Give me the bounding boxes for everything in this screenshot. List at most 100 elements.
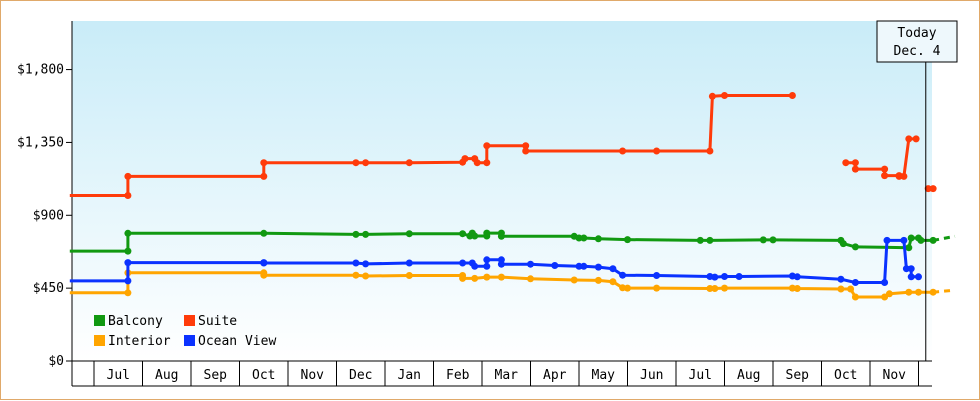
data-point: [352, 159, 360, 167]
data-point: [527, 275, 534, 283]
data-point: [905, 135, 913, 143]
data-point: [483, 256, 491, 264]
data-point: [124, 289, 132, 297]
data-point: [124, 259, 132, 267]
data-point: [497, 232, 505, 240]
data-point: [352, 271, 360, 279]
data-point: [575, 234, 583, 242]
x-tick-label: Jan: [398, 368, 421, 383]
x-tick-label: Mar: [495, 368, 519, 383]
data-point: [912, 135, 920, 143]
data-point: [721, 284, 728, 292]
data-point: [260, 229, 268, 237]
x-tick-label: Sep: [786, 368, 810, 383]
x-tick-label: Nov: [301, 368, 325, 383]
data-point: [362, 159, 370, 167]
data-point: [497, 273, 505, 281]
legend-label-interior: Interior: [108, 334, 171, 349]
data-point: [839, 240, 847, 248]
data-point: [851, 279, 859, 286]
data-point: [497, 260, 505, 268]
data-point: [793, 285, 801, 292]
data-point: [471, 232, 479, 240]
y-tick-label: $900: [33, 208, 64, 223]
data-point: [721, 273, 728, 280]
data-point: [461, 155, 469, 163]
data-point: [594, 276, 602, 284]
data-point: [580, 234, 588, 242]
data-point: [851, 159, 859, 167]
data-point: [653, 284, 661, 292]
data-point: [405, 259, 413, 267]
legend-swatch-ocean-view: [184, 335, 195, 346]
data-point: [362, 260, 370, 268]
data-point: [905, 244, 913, 252]
data-point: [594, 235, 602, 243]
data-point: [915, 288, 922, 296]
data-point: [483, 273, 491, 281]
data-point: [609, 265, 617, 273]
data-point: [580, 262, 588, 270]
legend: Balcony Suite Interior Ocean View: [94, 314, 276, 349]
data-point: [551, 262, 559, 269]
data-point: [900, 236, 908, 244]
x-tick-label: May: [592, 368, 616, 383]
data-point: [405, 230, 413, 238]
data-point: [362, 230, 370, 238]
x-tick-label: Oct: [834, 368, 857, 383]
interior-projection-line: [932, 288, 956, 294]
data-point: [522, 147, 530, 155]
data-point: [924, 185, 932, 193]
data-point: [619, 271, 627, 279]
data-point: [527, 260, 534, 268]
y-tick-label: $1,350: [17, 135, 64, 150]
data-point: [260, 159, 268, 167]
x-tick-label: Nov: [883, 368, 907, 383]
data-point: [619, 147, 627, 155]
x-tick-label: Sep: [204, 368, 228, 383]
y-tick-label: $450: [33, 281, 64, 296]
data-point: [124, 277, 132, 285]
y-tick-label: $0: [48, 354, 64, 369]
data-point: [594, 263, 602, 271]
data-point: [570, 276, 578, 284]
data-point: [837, 285, 845, 293]
legend-swatch-interior: [94, 335, 105, 346]
data-point: [851, 165, 859, 173]
data-point: [907, 273, 915, 281]
x-tick-label: Apr: [543, 368, 567, 383]
data-point: [624, 284, 631, 292]
plot-background: [72, 21, 932, 361]
data-point: [837, 275, 845, 283]
data-point: [483, 159, 491, 167]
data-point: [609, 278, 617, 286]
data-point: [881, 172, 889, 180]
data-point: [471, 274, 479, 282]
data-point: [405, 159, 413, 167]
data-point: [915, 273, 922, 281]
y-tick-label: $1,800: [17, 63, 64, 78]
data-point: [405, 272, 413, 279]
data-point: [260, 271, 268, 279]
data-point: [483, 262, 491, 270]
data-point: [706, 236, 714, 244]
data-point: [769, 236, 777, 244]
data-point: [124, 172, 132, 180]
data-point: [851, 243, 859, 251]
today-label: Today: [897, 26, 936, 41]
x-tick-label: Aug: [737, 368, 760, 383]
x-tick-label: Jun: [640, 368, 663, 383]
x-tick-label: Feb: [446, 368, 470, 383]
data-point: [917, 236, 925, 244]
data-point: [653, 272, 661, 279]
data-point: [706, 285, 714, 292]
x-tick-label: Jul: [107, 368, 130, 383]
legend-label-balcony: Balcony: [108, 314, 163, 329]
x-tick-label: Jul: [689, 368, 712, 383]
data-point: [907, 265, 915, 273]
x-tick-label: Aug: [155, 368, 178, 383]
data-point: [124, 192, 132, 199]
data-point: [459, 259, 467, 267]
